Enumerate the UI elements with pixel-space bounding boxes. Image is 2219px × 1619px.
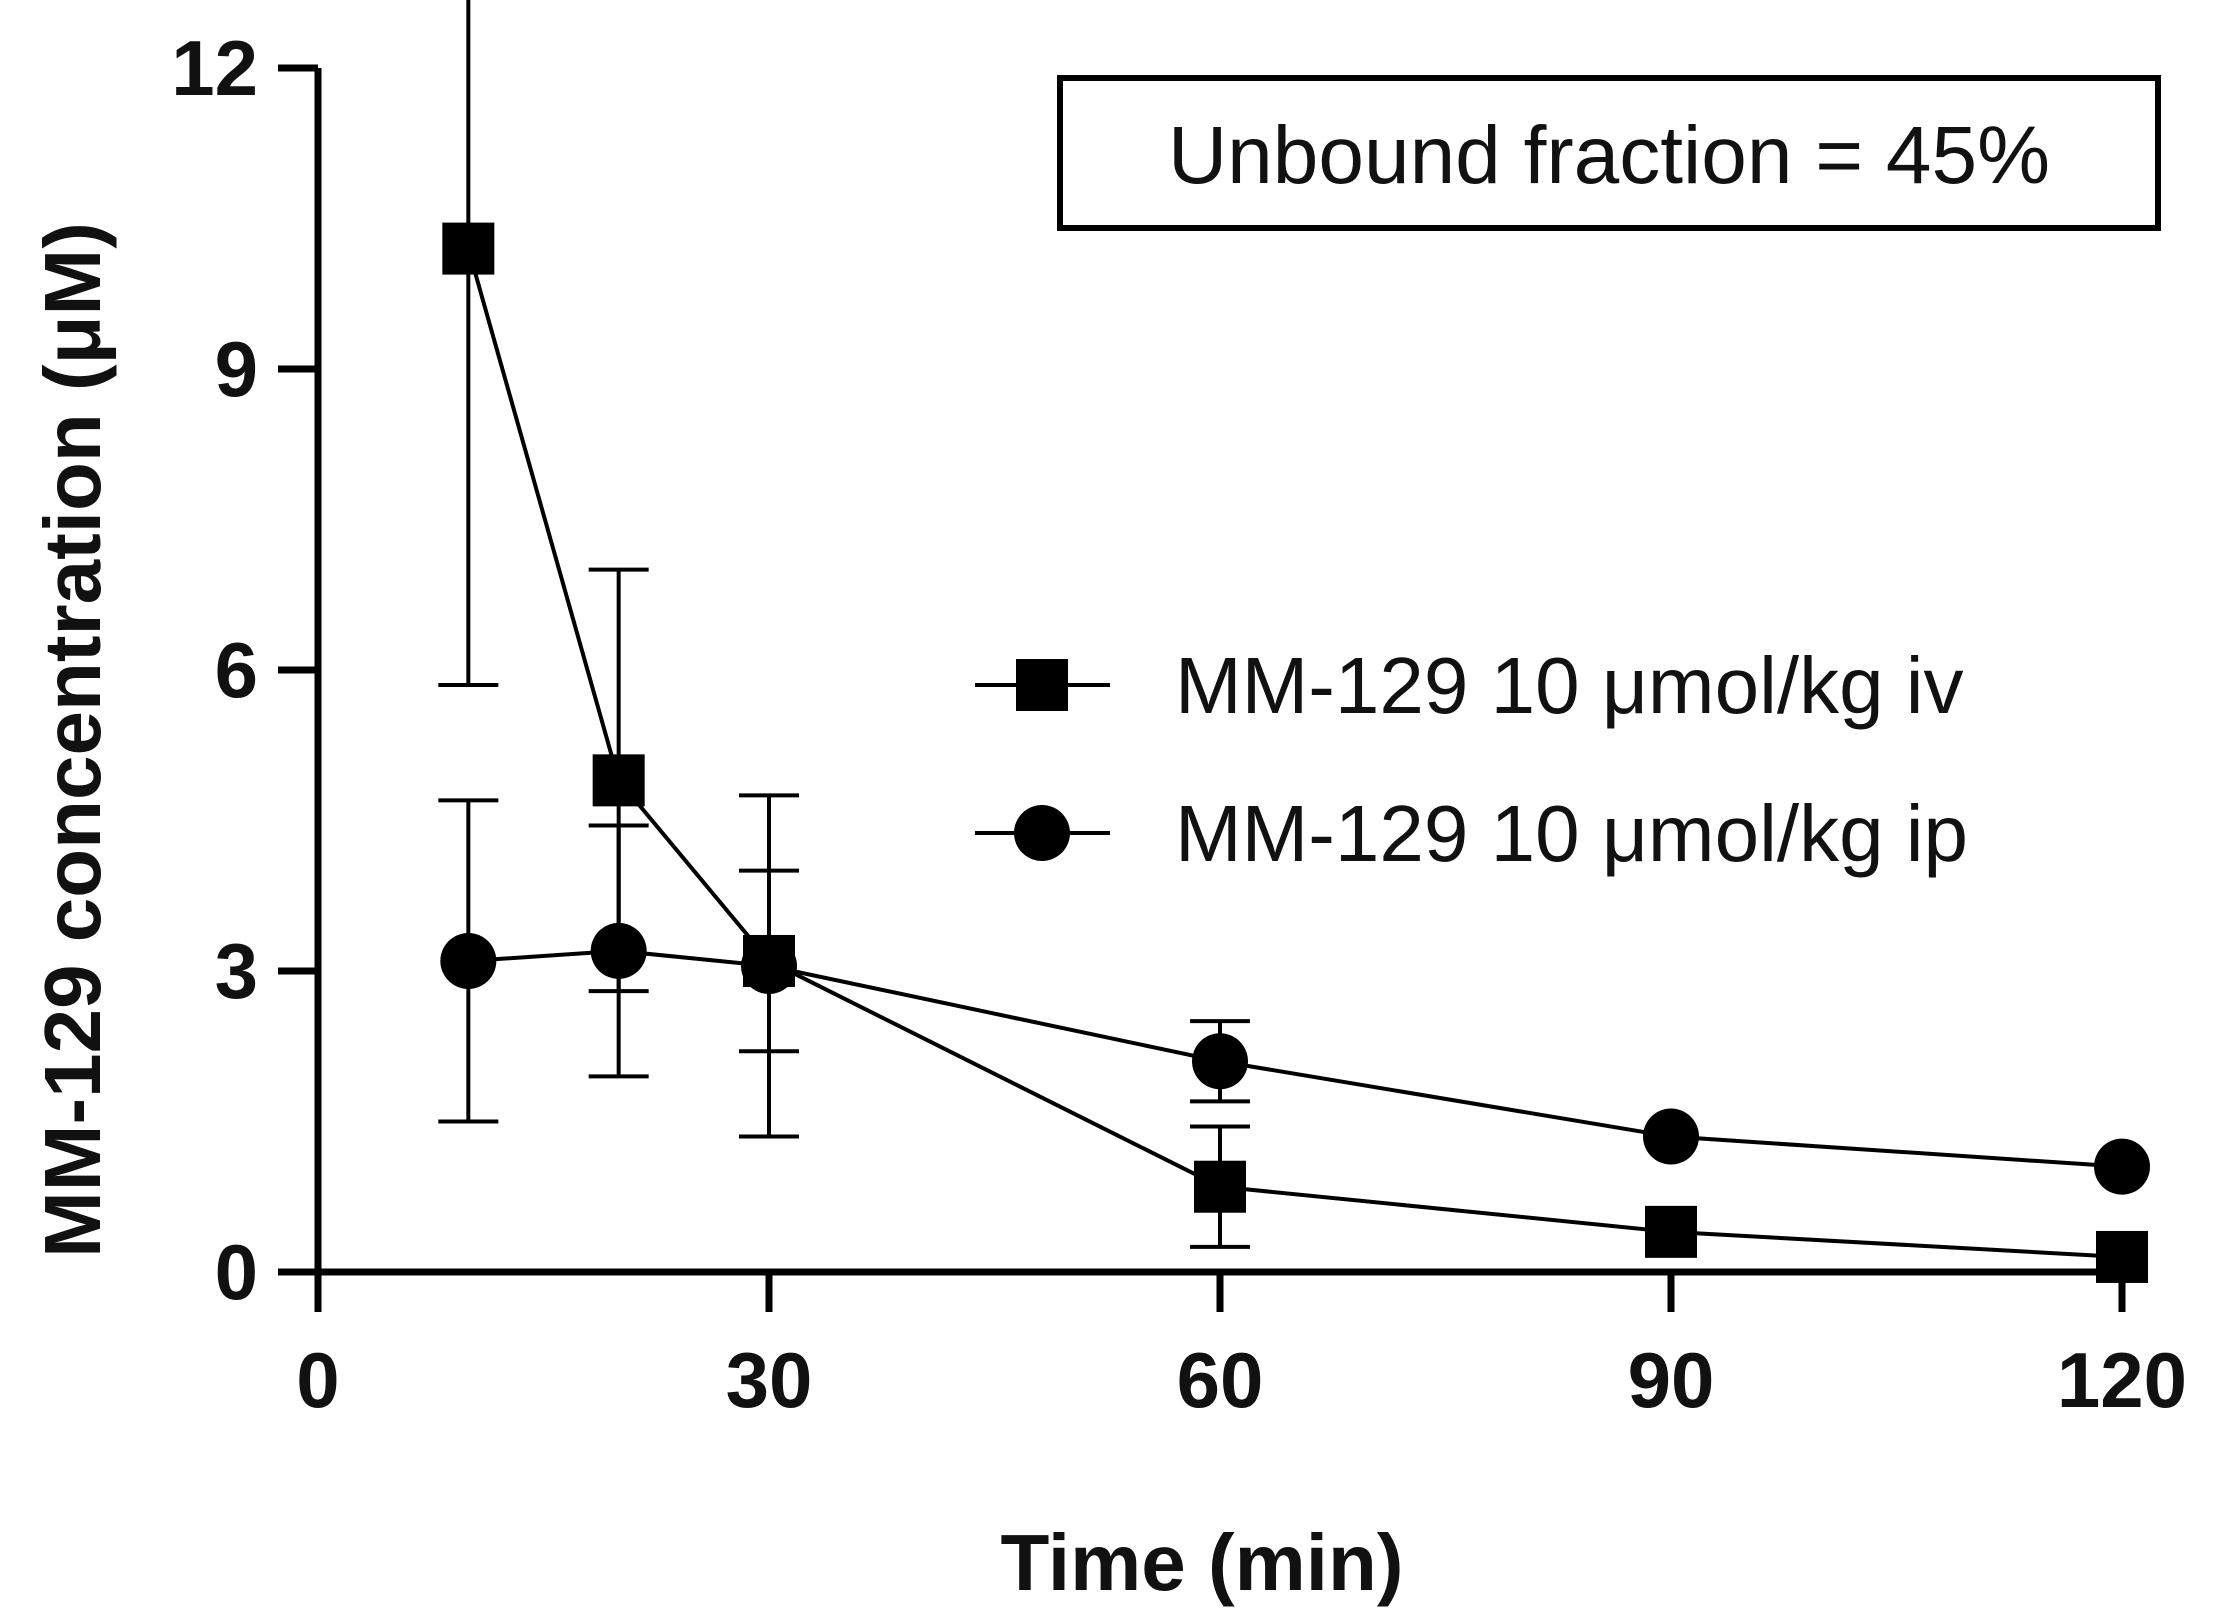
data-point [2096, 1230, 2148, 1283]
legend-label: MM-129 10 μmol/kg ip [1175, 789, 1968, 878]
series-layer [438, 0, 2150, 1283]
annotation-frame [1057, 75, 2161, 231]
series-line [468, 948, 2123, 1169]
x-tick-label: 90 [1628, 1336, 1715, 1424]
legend-label: MM-129 10 μmol/kg iv [1175, 641, 1964, 730]
x-tick-label: 30 [726, 1336, 813, 1424]
y-tick-label: 6 [215, 626, 258, 714]
data-point [590, 922, 647, 979]
data-point [1643, 1108, 1699, 1165]
x-tick-label: 0 [296, 1336, 339, 1424]
y-tick-label: 9 [215, 325, 258, 413]
data-point [1192, 1033, 1248, 1090]
y-axis-title: MM-129 concentration (μM) [28, 222, 117, 1258]
data-point [1194, 1160, 1246, 1213]
series-2 [438, 793, 2150, 1195]
legend: MM-129 10 μmol/kg iv MM-129 10 μmol/kg ip [975, 641, 1968, 878]
data-point [442, 222, 495, 275]
y-tick-label: 12 [171, 24, 258, 112]
legend-item: MM-129 10 μmol/kg iv [975, 641, 1964, 730]
series-line [466, 248, 2123, 1259]
data-point [2094, 1138, 2150, 1195]
annotation-text: Unbound fraction = 45% [1168, 110, 2050, 201]
data-point [1645, 1205, 1697, 1258]
data-point [592, 754, 645, 807]
x-axis-title: Time (min) [1000, 1518, 1403, 1607]
x-tick-label: 120 [2057, 1336, 2187, 1424]
legend-marker [1014, 805, 1070, 861]
data-point [440, 932, 497, 989]
data-point [741, 937, 797, 994]
x-tick-label: 60 [1177, 1336, 1264, 1424]
y-tick-label: 0 [215, 1228, 258, 1316]
annotation-box: Unbound fraction = 45% [1057, 75, 2161, 231]
legend-item: MM-129 10 μmol/kg ip [975, 789, 1968, 878]
legend-marker [1016, 659, 1068, 711]
y-tick-label: 3 [215, 927, 258, 1015]
